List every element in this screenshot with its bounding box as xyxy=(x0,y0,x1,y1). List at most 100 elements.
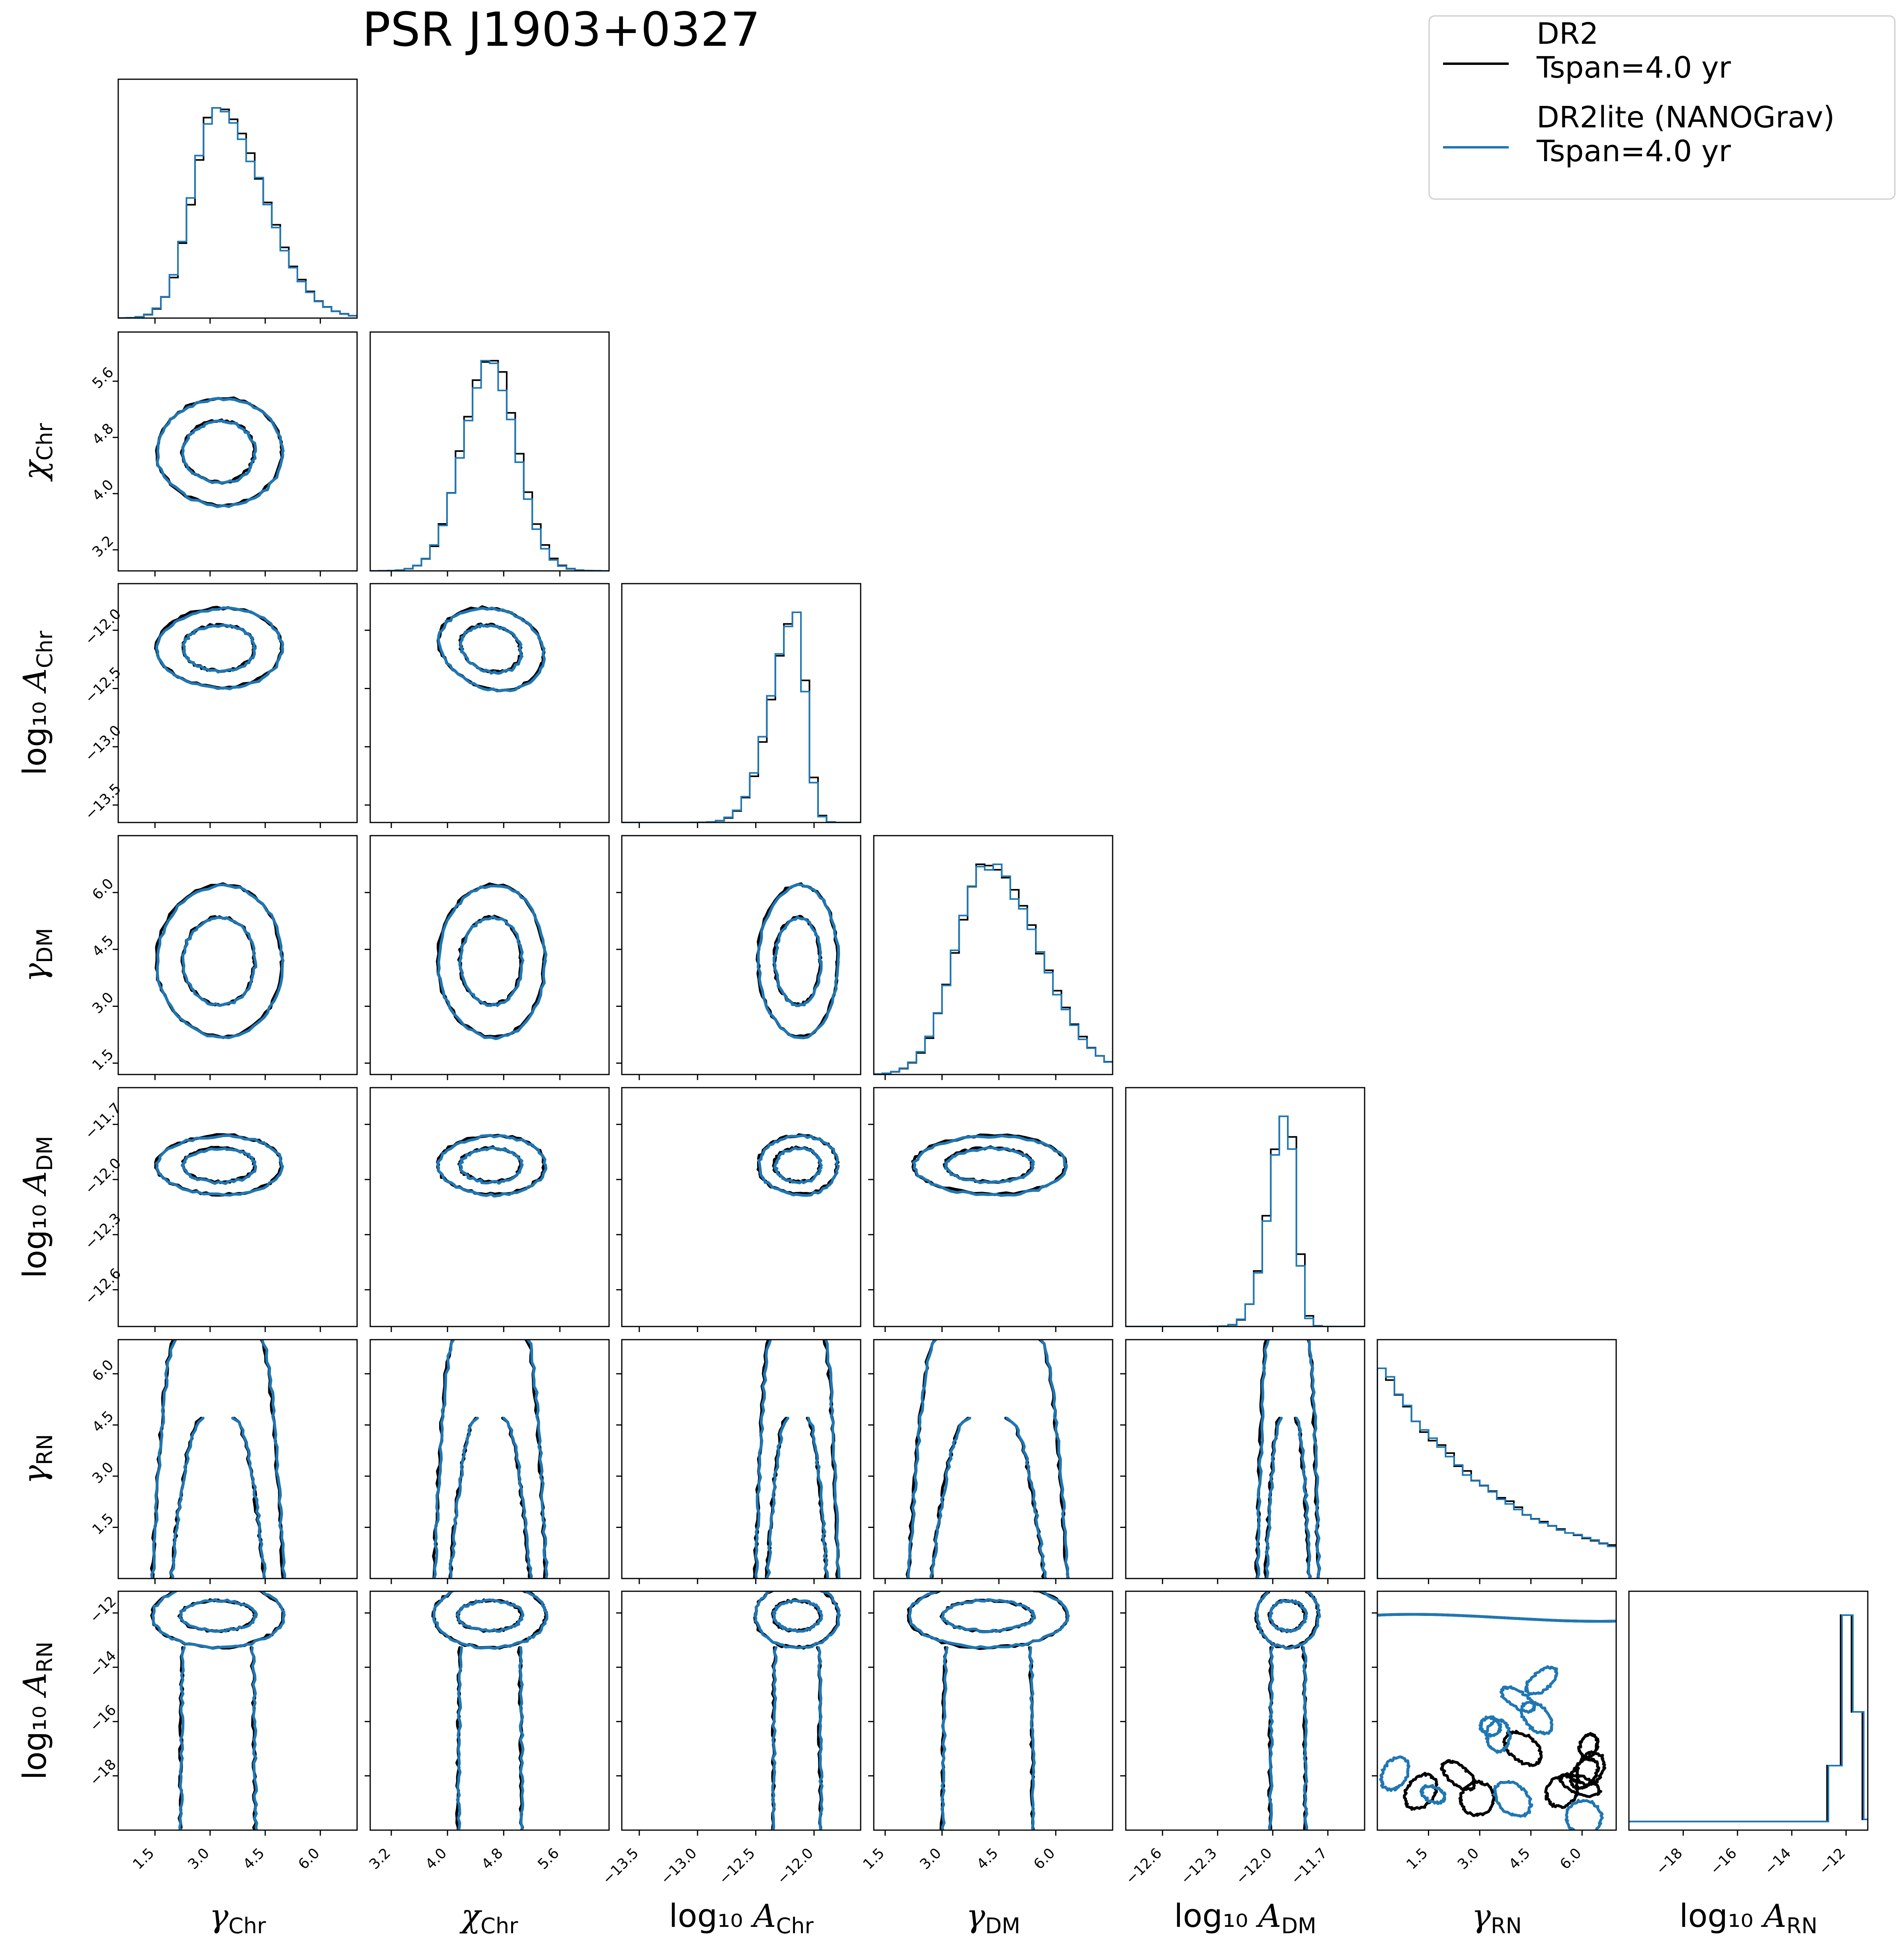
panel-2-0-content xyxy=(154,606,284,690)
xtick-label-6-0: −18 xyxy=(1653,1845,1686,1878)
panel-6-2-content xyxy=(753,1591,841,1830)
panel-5-0-inner-s1-right xyxy=(231,1416,267,1579)
panel-5-3-inner-s1-right xyxy=(1006,1416,1047,1579)
panel-6-4-inner-s1 xyxy=(1268,1599,1308,1633)
panel-5-4-inner-s1-right xyxy=(1295,1416,1311,1579)
panel-5-0-outer-s0-right xyxy=(260,1340,285,1579)
panel-6-3-stem-s1-left xyxy=(940,1646,949,1830)
panel-5-1-inner-s1-left xyxy=(449,1416,479,1579)
ytick-label-5-2: 4.5 xyxy=(89,1408,117,1435)
panel-3-2-outer-s1 xyxy=(756,883,840,1039)
panel-5-0-inner-s0-right xyxy=(232,1416,266,1579)
panel-4-1-content xyxy=(436,1133,548,1198)
xtick-label-6-2: −14 xyxy=(1761,1845,1795,1878)
legend-sublabel-DR2lite: Tspan=4.0 yr xyxy=(1536,134,1731,168)
panel-6-6-content xyxy=(1629,1614,1868,1823)
ytick-label-1-1: 4.0 xyxy=(89,477,117,504)
panel-4-1-outer-s1 xyxy=(436,1134,548,1198)
ylabel-3: γDM xyxy=(16,928,57,982)
panel-4-3-outer-s1 xyxy=(912,1134,1068,1197)
panel-6-3-outer-s1 xyxy=(908,1591,1070,1650)
panel-4-3-content xyxy=(911,1133,1068,1197)
hist-6-series-0 xyxy=(1629,1614,1868,1823)
panel-3-3-frame xyxy=(873,835,1113,1075)
panel-1-0-frame xyxy=(117,331,358,572)
panel-5-4-outer-s1-left xyxy=(1255,1340,1270,1579)
xtick-label-1-1: 4.0 xyxy=(422,1845,450,1872)
hist-2-series-1 xyxy=(622,612,861,822)
panel-6-2-frame xyxy=(621,1590,861,1831)
xlabel-2: log₁₀ AChr xyxy=(669,1897,814,1938)
panel-5-5-frame xyxy=(1377,1339,1617,1579)
panel-2-0-outer-s1 xyxy=(155,606,284,690)
panel-2-1-inner-s1 xyxy=(459,623,523,675)
xtick-label-4-1: −12.3 xyxy=(1178,1845,1220,1887)
panel-6-1-inner-s1 xyxy=(456,1598,525,1633)
xtick-label-5-2: 4.5 xyxy=(1506,1845,1533,1872)
chart-title: PSR J1903+0327 xyxy=(362,2,760,57)
xtick-label-0-0: 1.5 xyxy=(130,1845,157,1872)
ytick-label-3-0: 1.5 xyxy=(89,1046,117,1074)
panel-6-4-stem-s1-right xyxy=(1302,1646,1308,1830)
panel-3-2-content xyxy=(756,882,840,1039)
ytick-label-5-0: 1.5 xyxy=(89,1510,117,1538)
xlabel-3: γDM xyxy=(966,1897,1020,1938)
panel-5-1-outer-s1-left xyxy=(432,1340,455,1579)
panel-2-2-content xyxy=(622,612,861,822)
xtick-label-6-1: −16 xyxy=(1707,1845,1740,1878)
hist-3-series-0 xyxy=(874,864,1113,1075)
panel-6-1-outer-s1 xyxy=(432,1591,549,1650)
panel-3-3-content xyxy=(874,864,1113,1075)
xtick-label-3-1: 3.0 xyxy=(917,1845,944,1872)
panel-3-1-frame xyxy=(369,835,610,1075)
panel-6-5-frame xyxy=(1377,1590,1617,1831)
panel-6-0-content xyxy=(150,1591,286,1830)
xtick-label-3-3: 6.0 xyxy=(1031,1845,1058,1872)
hist-2-series-0 xyxy=(622,612,861,822)
panel-5-3-frame xyxy=(873,1339,1113,1579)
panel-3-0-frame xyxy=(117,835,358,1075)
panel-3-2-frame xyxy=(621,835,861,1075)
hist-4-series-1 xyxy=(1126,1116,1365,1327)
panel-4-1-inner-s1 xyxy=(458,1146,524,1185)
panel-6-1-stem-s1-right xyxy=(518,1646,525,1830)
ylabel-5: γRN xyxy=(16,1434,57,1484)
panel-6-5-noise-7-s0 xyxy=(1577,1732,1600,1759)
panel-3-1-inner-s1 xyxy=(458,915,525,1007)
ylabel-6: log₁₀ ARN xyxy=(16,1641,57,1780)
panel-5-1-content xyxy=(432,1340,549,1579)
panel-5-4-inner-s1-left xyxy=(1265,1416,1283,1579)
xtick-label-2-0: −13.5 xyxy=(599,1845,642,1887)
panel-5-0-content xyxy=(150,1340,286,1579)
xtick-label-2-2: −12.5 xyxy=(716,1845,758,1887)
panel-6-6-frame xyxy=(1628,1590,1869,1831)
panel-6-3-inner-s1 xyxy=(941,1598,1036,1633)
panels-layer: 3.2 4.0 4.8 5.6 −13.5 −13.0 −12.5 −12.0 1.5 3.0 4.… xyxy=(16,78,1869,1938)
panel-6-0-frame xyxy=(117,1590,358,1831)
panel-3-2-inner-s1 xyxy=(772,916,823,1007)
panel-5-0-outer-s1-left xyxy=(150,1340,178,1579)
panel-5-2-outer-s1-left xyxy=(754,1340,772,1579)
panel-6-0-stem-s1-left xyxy=(178,1646,186,1830)
panel-4-0-frame xyxy=(117,1087,358,1327)
xtick-label-3-2: 4.5 xyxy=(974,1845,1001,1872)
xtick-label-0-1: 3.0 xyxy=(185,1845,213,1872)
hist-1-series-0 xyxy=(370,360,609,571)
xlabel-6: log₁₀ ARN xyxy=(1679,1897,1817,1938)
xtick-label-1-2: 4.8 xyxy=(478,1845,506,1872)
panel-5-3-inner-s1-left xyxy=(929,1416,971,1579)
xtick-label-4-0: −12.6 xyxy=(1123,1845,1165,1887)
xtick-label-1-0: 3.2 xyxy=(366,1845,394,1872)
panel-2-1-outer-s0 xyxy=(436,605,546,692)
xlabel-5: γRN xyxy=(1472,1897,1522,1938)
panel-6-1-stem-s1-left xyxy=(456,1646,463,1830)
xtick-label-5-0: 1.5 xyxy=(1403,1845,1431,1872)
panel-0-0-frame xyxy=(117,78,358,319)
ytick-label-6-0: −18 xyxy=(87,1756,120,1789)
legend-sublabel-DR2: Tspan=4.0 yr xyxy=(1536,51,1731,85)
panel-2-0-frame xyxy=(117,583,358,823)
panel-4-2-content xyxy=(756,1133,840,1197)
panel-5-3-content xyxy=(906,1340,1070,1579)
ytick-label-6-1: −16 xyxy=(87,1702,120,1735)
